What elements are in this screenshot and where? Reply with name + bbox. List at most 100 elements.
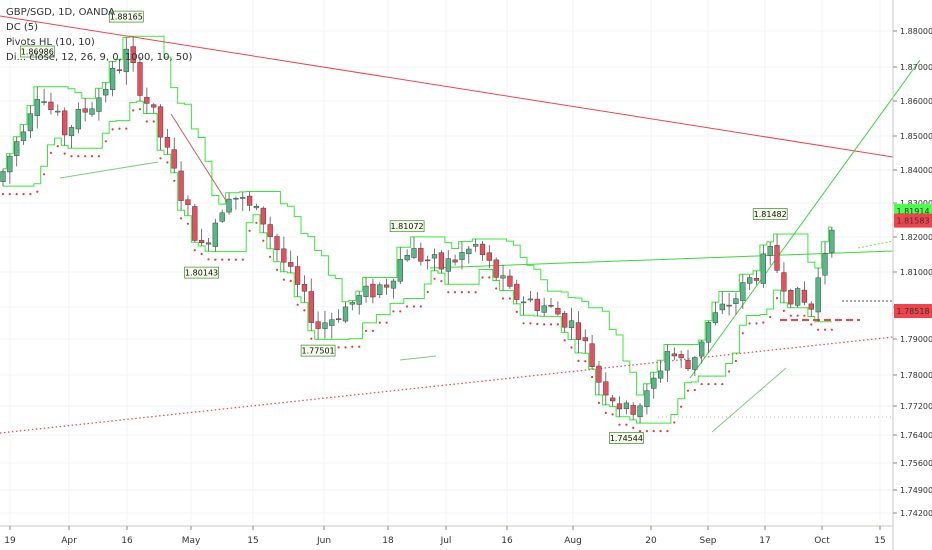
sar-dot [337,346,340,349]
sar-dot [474,291,477,294]
sar-dot [440,280,443,283]
svg-text:1.81482: 1.81482 [754,210,787,219]
candle-body [411,248,417,258]
svg-text:1.77501: 1.77501 [302,347,335,356]
sar-dot [721,383,724,386]
candle-body [829,229,835,253]
sar-dot [159,157,162,160]
candle-body [192,206,198,241]
price-axis[interactable]: 1.88000 1.87000 1.86000 1.85000 1.84000 1.830… [893,27,932,518]
candle-body [240,197,246,199]
sar-dot [419,305,422,308]
donchian-upper [3,35,832,396]
candle-body [425,259,431,262]
price-tick-label: 1.87000 [900,63,932,72]
sar-dot [262,239,265,242]
candle-body [41,101,47,103]
sar-dot [447,291,450,294]
candle-body [644,390,650,408]
svg-text:1.81072: 1.81072 [391,222,424,231]
sar-dot [481,276,484,279]
sar-dot [734,359,738,363]
candle-body [555,308,561,315]
candle-body [281,248,287,263]
sar-dot [392,310,395,313]
svg-text:1.74544: 1.74544 [610,434,643,443]
time-tick-label: Jul [440,536,452,546]
legend-divergence[interactable]: Di... close, 12, 26, 9, 0, 1000, 10, 50) [6,52,193,63]
candle-body [445,258,451,272]
candle-body [822,253,828,276]
sar-dot [399,310,402,313]
sar-dot [796,314,799,317]
candle-body [294,266,301,285]
sar-dot [460,291,463,294]
candle-body [75,109,81,130]
sar-dot [364,329,368,332]
legend-symbol[interactable]: GBP/SGD, 1D, OANDA [6,7,115,18]
time-axis[interactable]: 19 Apr 16 May 15 Jun 18 Jul 16 Aug 20 Sep 17 Oct 15 [4,526,886,546]
price-tick-label: 1.79000 [900,335,932,344]
candle-body [651,377,657,389]
candle-body [370,283,376,298]
sar-dot [659,430,662,433]
candle-body [329,319,335,326]
sar-dot [70,155,73,158]
candle-body [151,104,157,108]
candle-body [62,110,68,136]
candle-body [253,206,260,209]
sar-dot [186,222,189,225]
candle-body [205,242,212,245]
sar-dot [823,328,827,331]
divergence-line-2 [59,161,159,179]
sar-dot [529,322,532,325]
pivot-label-high: 1.81482 [752,208,788,220]
candle-body [534,298,540,312]
candle-body [500,275,506,279]
sar-dot [111,128,114,131]
candle-body [68,127,75,137]
price-tick-label: 1.88000 [900,27,932,36]
candle-body [109,68,116,90]
candle-body [349,302,355,305]
legend-dc[interactable]: DC (5) [6,22,39,33]
time-tick-label: Apr [61,536,77,546]
time-tick-label: 19 [4,536,16,546]
candle-body [575,322,582,340]
time-tick-label: 20 [645,536,657,546]
green-trendline-flat [429,250,894,269]
svg-text:1.86986: 1.86986 [21,48,54,57]
candle-body [383,284,390,288]
candle-body [479,243,486,256]
time-tick-label: 17 [759,536,770,546]
candle-body [712,312,719,324]
candles [0,36,835,424]
sar-dot [618,423,621,426]
sar-dot [625,423,628,426]
time-tick-label: Sep [700,536,717,546]
legend-pivots[interactable]: Pivots HL (10, 10) [6,37,95,48]
candle-body [212,222,218,247]
sar-dot [488,276,491,279]
sar-dot [700,383,703,386]
price-tick-label: 1.75600 [900,459,932,468]
sar-dot [426,290,429,294]
price-tick-label: 1.85000 [900,132,932,141]
pivot-label-high: 1.88165 [108,10,144,23]
candle-body [466,248,472,255]
candle-body [356,295,362,305]
price-tick-label: 1.83000 [900,199,932,208]
candle-body [219,212,225,222]
sar-dot [303,309,306,312]
time-tick-label: 15 [247,536,258,546]
green-dotted-ext [857,240,894,249]
candle-body [20,131,27,141]
sar-dot [49,151,53,154]
divergence-line-4 [711,367,787,433]
candle-body [808,303,814,310]
sar-dot [145,120,148,123]
sar-dot [29,193,32,196]
